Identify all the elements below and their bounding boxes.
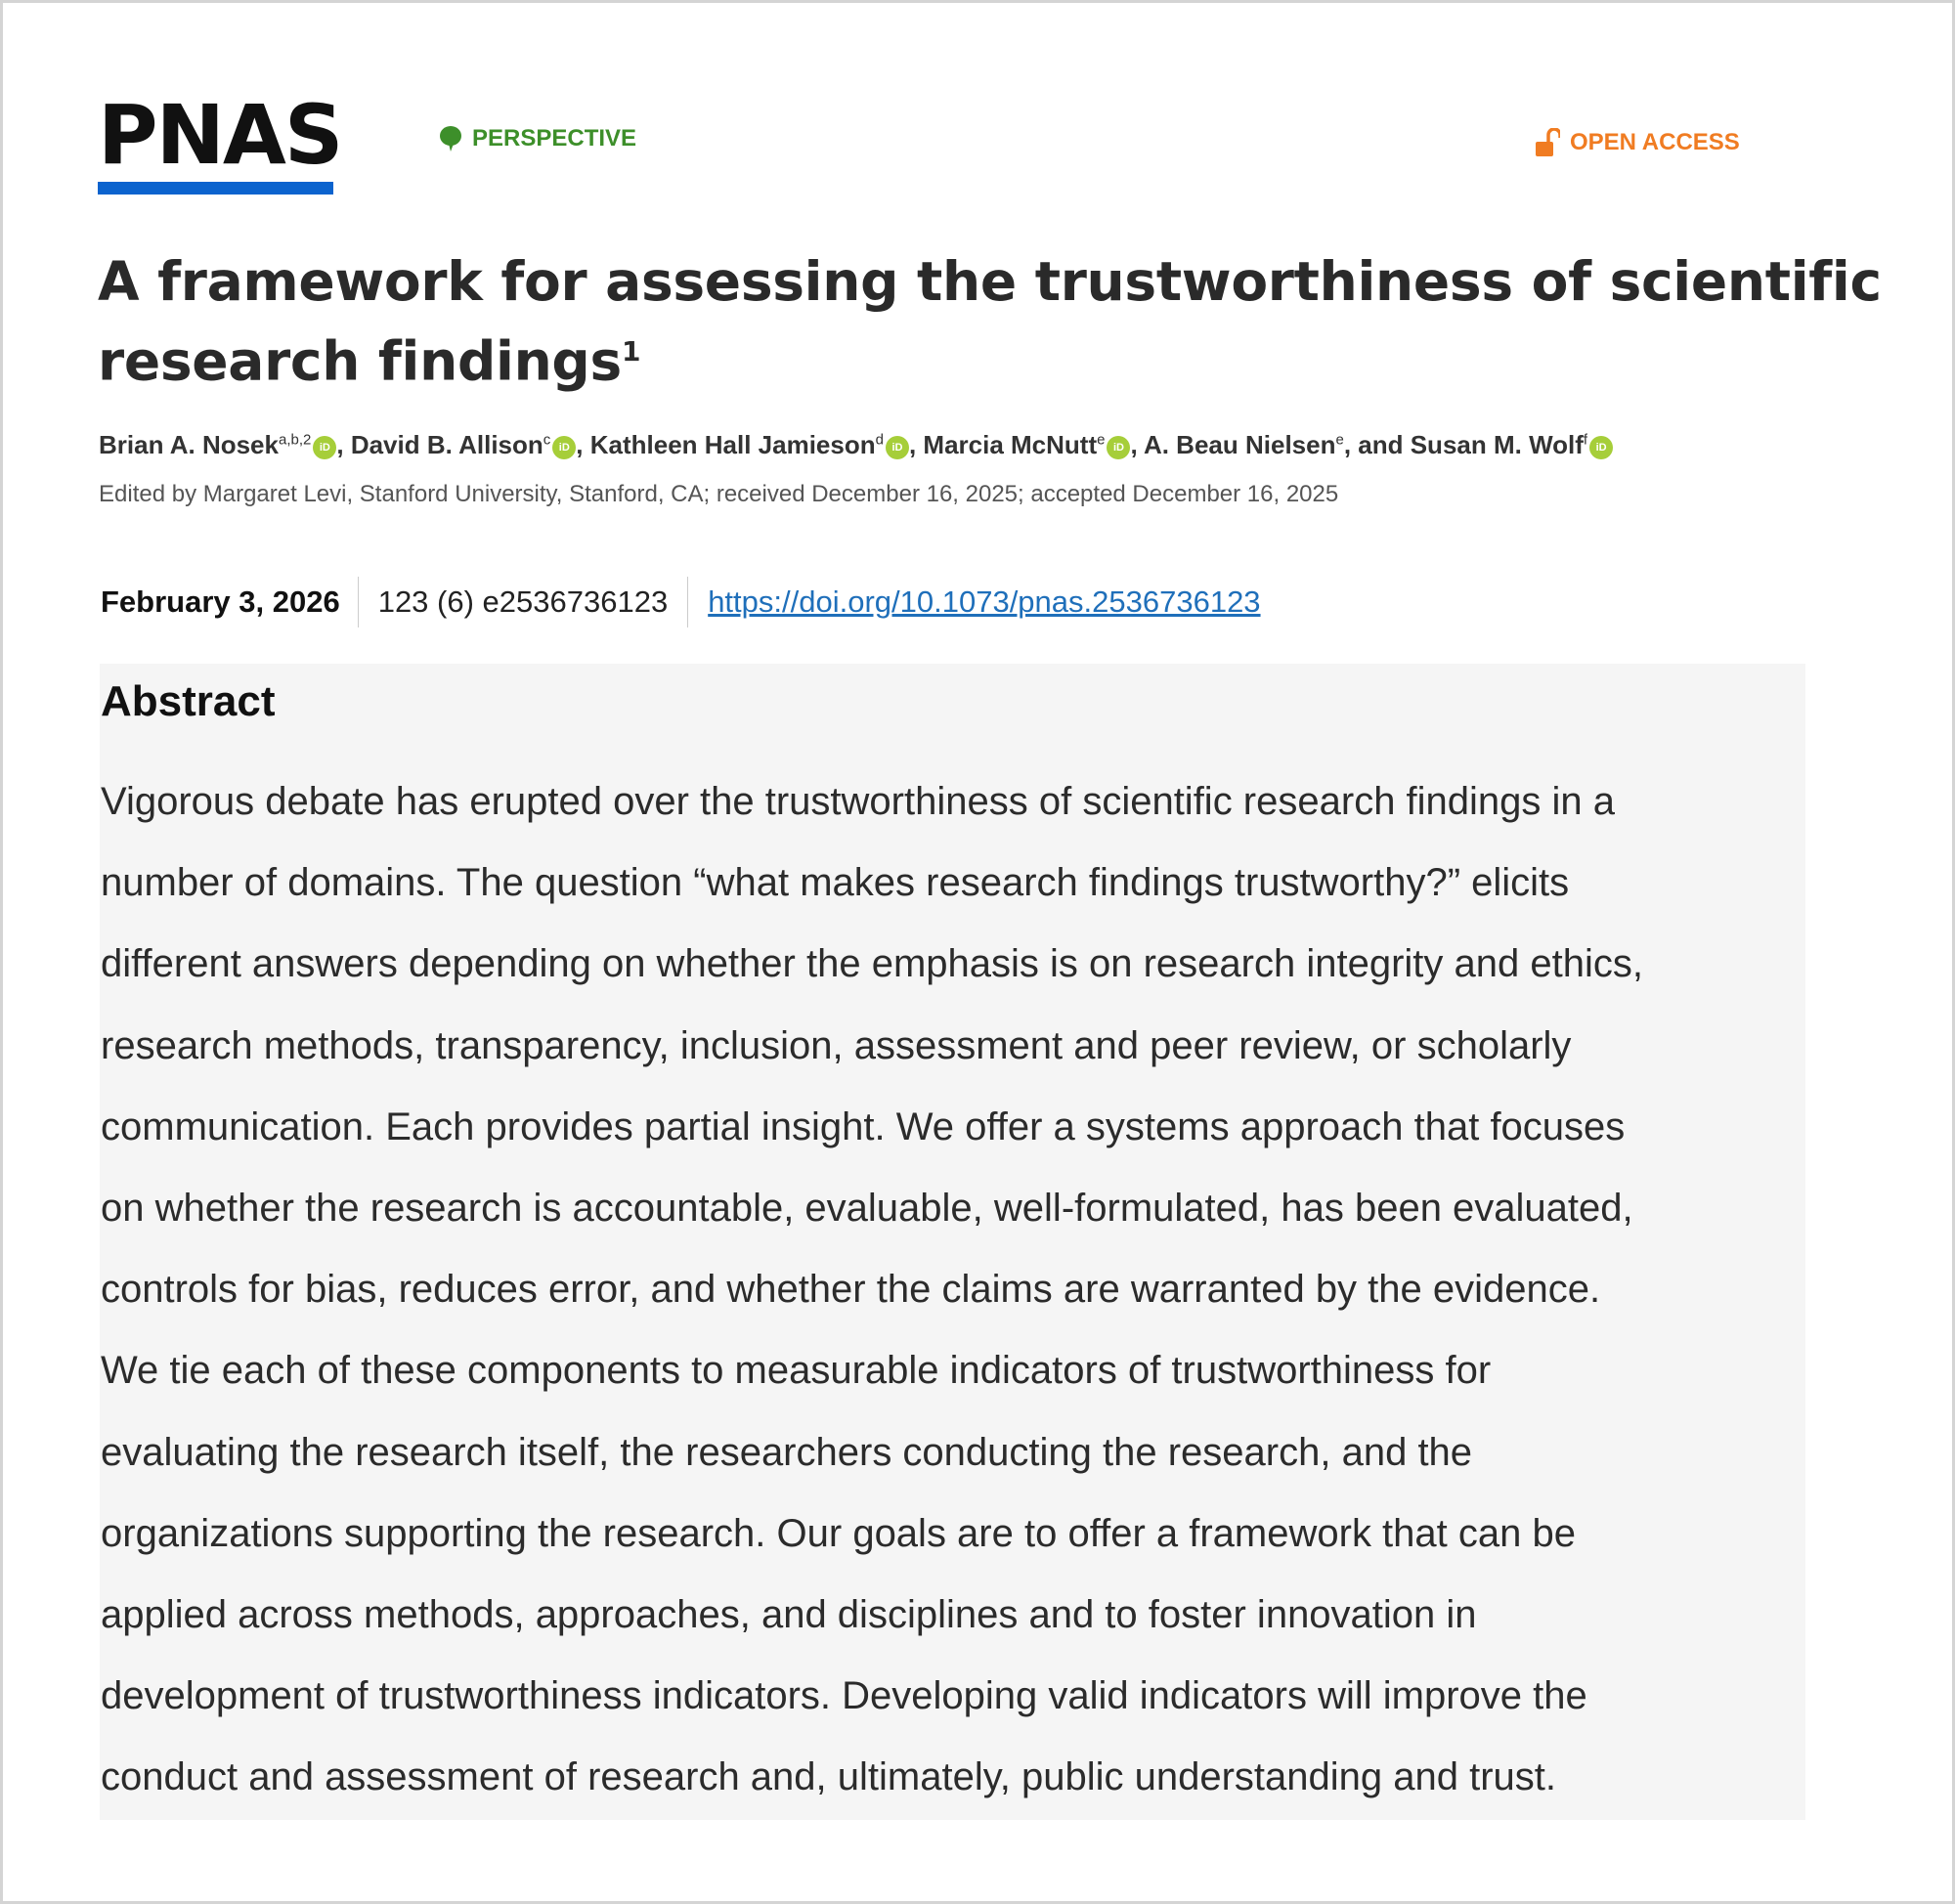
abstract-line: research methods, transparency, inclusio… xyxy=(101,1023,1572,1067)
author-affiliation[interactable]: c xyxy=(543,431,551,449)
author-name[interactable]: Marcia McNutt xyxy=(923,430,1098,459)
author-separator: , xyxy=(1130,430,1144,459)
abstract-line: conduct and assessment of research and, … xyxy=(101,1755,1557,1799)
author-affiliation[interactable]: a,b,2 xyxy=(278,431,312,449)
title-footnote[interactable]: 1 xyxy=(621,335,641,368)
orcid-icon[interactable]: iD xyxy=(1107,436,1131,459)
abstract-line: organizations supporting the research. O… xyxy=(101,1511,1576,1555)
article-title: A framework for assessing the trustworth… xyxy=(98,246,1935,396)
abstract-line: communication. Each provides partial ins… xyxy=(101,1104,1626,1148)
author-name[interactable]: Susan M. Wolf xyxy=(1410,430,1584,459)
abstract-heading: Abstract xyxy=(101,677,276,725)
article-type-badge: PERSPECTIVE xyxy=(439,125,636,152)
author-name[interactable]: David B. Allison xyxy=(350,430,543,459)
unlocked-padlock-icon xyxy=(1536,128,1560,156)
abstract-section: Abstract Vigorous debate has erupted ove… xyxy=(100,664,1805,1820)
author-name[interactable]: Brian A. Nosek xyxy=(99,430,279,459)
author-affiliation[interactable]: e xyxy=(1335,431,1344,449)
orcid-icon[interactable]: iD xyxy=(313,436,337,459)
abstract-line: on whether the research is accountable, … xyxy=(101,1187,1633,1231)
author-list: Brian A. Noseka,b,2 iD, David B. Allisonc… xyxy=(99,430,1614,460)
orcid-icon[interactable]: iD xyxy=(885,436,909,459)
orcid-icon[interactable]: iD xyxy=(552,436,577,459)
publication-meta: February 3, 2026 123 (6) e2536736123 htt… xyxy=(101,577,1261,627)
pnas-logo[interactable]: PNAS xyxy=(98,87,343,195)
author-name[interactable]: A. Beau Nielsen xyxy=(1143,430,1336,459)
abstract-line: number of domains. The question “what ma… xyxy=(101,861,1570,905)
author-separator: , and xyxy=(1343,430,1411,459)
abstract-line: Vigorous debate has erupted over the tru… xyxy=(101,780,1616,823)
author-affiliation[interactable]: d xyxy=(875,431,884,449)
author-separator: , xyxy=(576,430,590,459)
open-access-badge: OPEN ACCESS xyxy=(1535,128,1740,157)
abstract-text: Vigorous debate has erupted over the tru… xyxy=(101,761,1643,1819)
speech-bubble-icon xyxy=(440,126,461,151)
abstract-line: applied across methods, approaches, and … xyxy=(101,1593,1477,1637)
logo-underline xyxy=(98,182,333,195)
logo-text: PNAS xyxy=(98,87,343,183)
divider xyxy=(687,577,689,627)
volume-issue: 123 (6) e2536736123 xyxy=(377,584,669,619)
author-separator: , xyxy=(336,430,351,459)
publication-date: February 3, 2026 xyxy=(101,584,340,619)
author-affiliation[interactable]: e xyxy=(1097,431,1106,449)
open-access-label: OPEN ACCESS xyxy=(1570,129,1740,155)
abstract-line: different answers depending on whether t… xyxy=(101,942,1643,986)
abstract-line: We tie each of these components to measu… xyxy=(101,1349,1492,1393)
abstract-line: controls for bias, reduces error, and wh… xyxy=(101,1268,1601,1312)
abstract-line: development of trustworthiness indicator… xyxy=(101,1674,1587,1718)
author-separator: , xyxy=(908,430,924,459)
orcid-icon[interactable]: iD xyxy=(1589,436,1614,459)
edited-by-line: Edited by Margaret Levi, Stanford Univer… xyxy=(99,481,1339,507)
title-text: A framework for assessing the trustworth… xyxy=(98,250,1882,393)
doi-link[interactable]: https://doi.org/10.1073/pnas.2536736123 xyxy=(708,584,1261,619)
abstract-line: evaluating the research itself, the rese… xyxy=(101,1430,1473,1474)
author-name[interactable]: Kathleen Hall Jamieson xyxy=(589,430,876,459)
article-type-label: PERSPECTIVE xyxy=(472,125,637,151)
divider xyxy=(357,577,359,627)
author-affiliation[interactable]: f xyxy=(1583,431,1588,449)
